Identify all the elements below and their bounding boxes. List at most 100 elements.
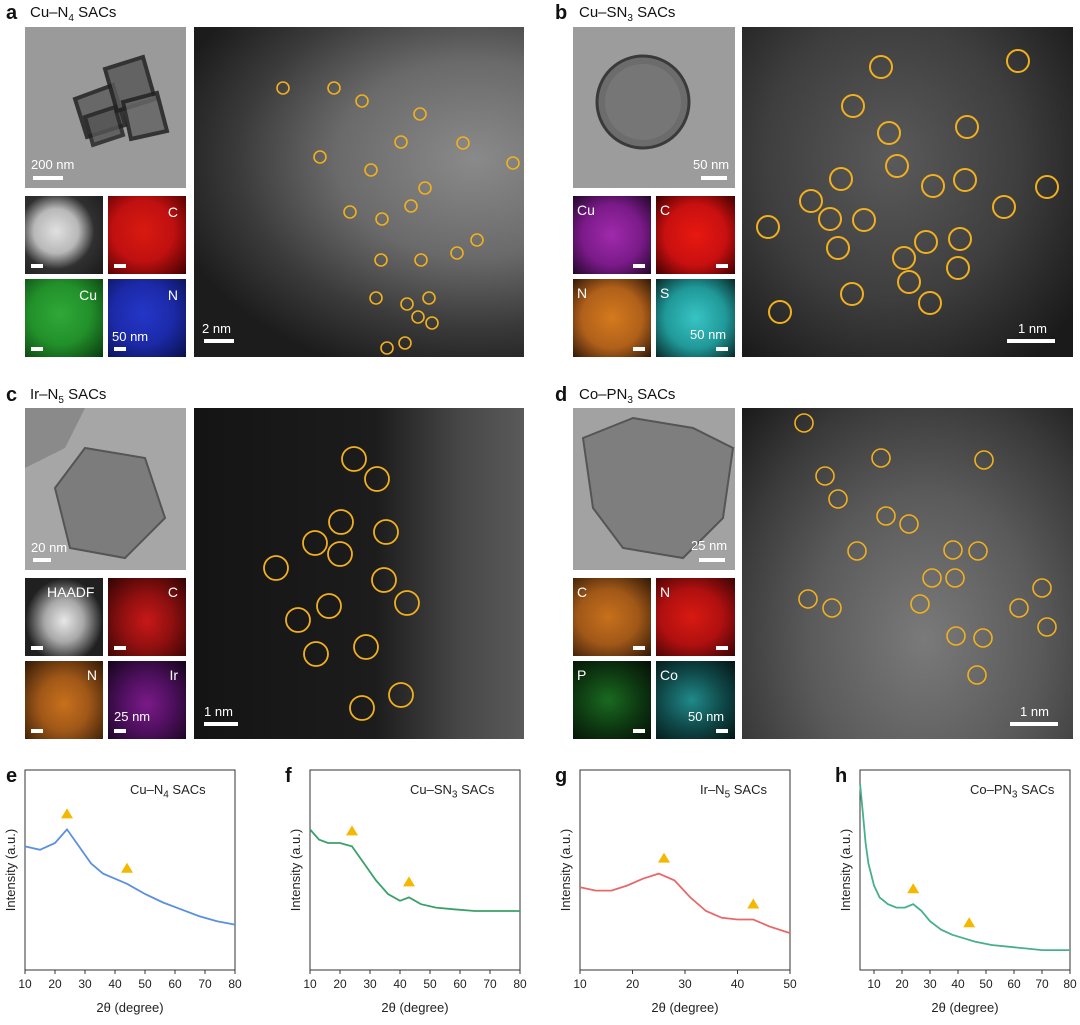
x-tick-label: 80 [228, 977, 242, 991]
element-label: C [660, 202, 671, 218]
element-label: C [577, 584, 588, 600]
title-end: SACs [632, 4, 676, 21]
x-axis-title: 2θ (degree) [381, 1000, 448, 1015]
chart-title-g: Ir–N5 SACs [700, 782, 767, 801]
x-tick-label: 60 [453, 977, 467, 991]
xrd-line [579, 872, 791, 934]
element-label: Cu [79, 287, 97, 303]
chart-label-g: g [555, 765, 568, 787]
x-tick-label: 40 [108, 977, 122, 991]
plot-frame [309, 769, 521, 971]
title-end: SACs [730, 782, 767, 797]
scale-bar [31, 646, 43, 650]
scale-bar [633, 347, 645, 351]
y-axis-title: Intensity (a.u.) [288, 829, 303, 911]
element-label: HAADF [47, 584, 95, 600]
title-sub: 3 [1011, 789, 1018, 801]
scale-label: 200 nm [31, 157, 75, 172]
cu-map-a: Cu [25, 279, 103, 357]
x-tick-label: 40 [731, 977, 745, 991]
panel-title-a: Cu–N4 SACs [30, 4, 116, 24]
tem-cubes [72, 54, 170, 148]
x-tick-label: 70 [198, 977, 212, 991]
title-sub: 5 [724, 789, 731, 801]
scale-bar [1010, 722, 1058, 726]
x-axis-title: 2θ (degree) [931, 1000, 998, 1015]
peak-marker [963, 917, 976, 928]
x-tick-label: 30 [678, 977, 692, 991]
n-map-a: N 50 nm [108, 279, 186, 357]
n-map-d: N [656, 578, 735, 656]
x-tick-label: 70 [1035, 977, 1049, 991]
x-axis-title: 2θ (degree) [651, 1000, 718, 1015]
x-tick-label: 60 [168, 977, 182, 991]
title-sub: 4 [163, 789, 169, 801]
title-main: Cu–N [30, 4, 69, 21]
peak-marker [121, 862, 133, 873]
chart-h: 10 20 30 40 50 60 70 80 2θ (degree) Intensity (a.… [838, 769, 1077, 1015]
xrd-line [859, 783, 1070, 951]
tem-image-c: 20 nm [25, 408, 186, 570]
stem-image-c: 1 nm [194, 408, 524, 739]
plot-frame [24, 769, 236, 971]
tem-particle [581, 416, 735, 560]
title-end: SACs [168, 782, 206, 797]
scale-label: 1 nm [1020, 704, 1049, 719]
peak-marker [346, 825, 358, 836]
scale-bar [633, 646, 645, 650]
title-sub: 4 [68, 13, 74, 24]
scale-bar [716, 729, 728, 733]
x-tick-label: 10 [18, 977, 32, 991]
x-tick-label: 20 [333, 977, 347, 991]
title-main: Co–PN [579, 386, 628, 403]
plot-frame [579, 769, 791, 971]
title-main: Ir–N [700, 782, 725, 797]
chart-label-h: h [835, 765, 848, 787]
x-tick-label: 20 [895, 977, 909, 991]
p-map-d: P [573, 661, 651, 739]
element-label: Cu [577, 202, 595, 218]
chart-g: 10 20 30 40 50 2θ (degree) Intensity (a.u.) [558, 769, 797, 1015]
scale-label: 25 nm [691, 538, 728, 553]
scale-bar [114, 347, 126, 351]
scale-bar [204, 339, 234, 343]
ir-map-c: Ir 25 nm [108, 661, 186, 739]
peak-marker [403, 876, 415, 887]
scale-label: 1 nm [204, 704, 233, 719]
c-map-d: C [573, 578, 651, 656]
atom-circles-a [276, 81, 520, 355]
element-label: C [167, 584, 178, 600]
title-sub: 3 [451, 789, 458, 801]
scale-bar [701, 176, 727, 180]
x-axis-title: 2θ (degree) [96, 1000, 163, 1015]
x-tick-label: 50 [979, 977, 993, 991]
element-label: N [167, 287, 178, 303]
scale-label: 25 nm [114, 709, 151, 724]
x-tick-label: 20 [48, 977, 62, 991]
xrd-line [24, 827, 236, 926]
chart-title-f: Cu–SN3 SACs [410, 782, 494, 801]
x-tick-label: 10 [573, 977, 587, 991]
scale-label: 1 nm [1018, 321, 1047, 336]
x-tick-label: 50 [423, 977, 437, 991]
chart-label-f: f [285, 765, 292, 787]
title-main: Cu–SN [579, 4, 628, 21]
title-end: SACs [63, 386, 107, 403]
stem-image-d: 1 nm [742, 408, 1073, 739]
panel-title-d: Co–PN3 SACs [579, 386, 675, 406]
chart-title-e: Cu–N4 SACs [130, 782, 206, 801]
title-sub: 5 [58, 395, 64, 406]
title-end: SACs [457, 782, 495, 797]
title-sub: 3 [627, 395, 633, 406]
s-map-b: S 50 nm [656, 279, 735, 357]
atom-circles-b [756, 49, 1059, 324]
title-main: Co–PN [970, 782, 1012, 797]
scale-label: 50 nm [693, 157, 730, 172]
panel-title-b: Cu–SN3 SACs [579, 4, 675, 24]
title-sub: 3 [627, 13, 633, 24]
scale-bar [204, 722, 238, 726]
x-tick-label: 30 [78, 977, 92, 991]
peak-marker [747, 898, 760, 909]
x-tick-label: 30 [363, 977, 377, 991]
scale-bar [716, 646, 728, 650]
